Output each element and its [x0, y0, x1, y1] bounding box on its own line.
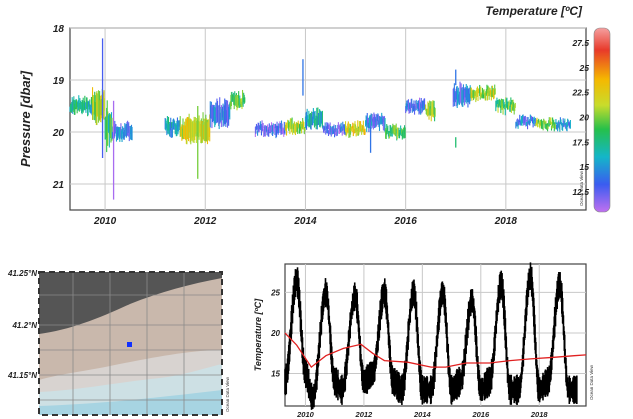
y-tick-label: 20	[270, 329, 280, 338]
temperature-timeseries-chart: 2010 2012 2014 2016 2018 15 20 25 Temperature …	[253, 262, 594, 419]
data-segment	[284, 117, 306, 136]
x-tick-label: 2012	[355, 410, 374, 419]
x-tick-labels: 2010 2012 2014 2016 2018	[296, 410, 548, 419]
data-segment	[425, 100, 436, 122]
data-segment	[365, 112, 386, 133]
y-tick-label: 25	[270, 288, 280, 297]
station-map: 41.25°N 41.2°N 41.15°N Ocean Data View	[7, 269, 230, 416]
y-tick-label: 21	[52, 180, 65, 191]
colorbar-tick-label: 12.5	[572, 187, 589, 197]
y-tick-labels: 18 19 20 21	[52, 24, 65, 191]
data-segment	[344, 120, 366, 138]
y-axis-label: Pressure [dbar]	[18, 70, 33, 167]
data-segment	[470, 84, 496, 103]
map-frame	[38, 271, 223, 416]
y-tick-label: 19	[53, 76, 65, 87]
data-segment	[104, 100, 113, 153]
map-grid	[39, 272, 222, 415]
colorbar-tick-label: 15	[580, 162, 590, 172]
x-tick-label: 2018	[530, 410, 549, 419]
y-tick-label: 15	[271, 370, 280, 379]
data-segment	[555, 117, 571, 132]
data-segment	[452, 81, 471, 108]
plot-frame	[69, 27, 587, 211]
x-tick-label: 2016	[394, 216, 418, 227]
colorbar-tick-label: 22.5	[571, 88, 589, 98]
colorbar-tick-label: 27.5	[571, 38, 589, 48]
data-segment	[112, 120, 133, 142]
deep-water-band	[39, 390, 222, 415]
land	[39, 272, 222, 334]
y-tick-label: 18	[53, 24, 65, 35]
data-segment	[495, 97, 516, 116]
odv-credit: Ocean Data View	[225, 376, 230, 412]
data-segment	[254, 120, 286, 139]
colorbar-tick-label: 17.5	[572, 137, 589, 147]
lat-tick-label: 41.2°N	[11, 321, 37, 330]
pressure-temperature-chart: 2010 2012 2014 2016 2018 18 19 20 21 Pressure […	[18, 4, 611, 227]
x-tick-label: 2018	[494, 216, 518, 227]
series-lines	[284, 262, 587, 410]
x-tick-label: 2014	[413, 410, 432, 419]
trend-line	[284, 332, 587, 369]
data-segment	[179, 112, 211, 145]
data-segment	[209, 97, 231, 130]
bathymetry	[39, 272, 222, 415]
odv-credit: Ocean Data View	[579, 170, 584, 206]
y-tick-label: 20	[52, 128, 65, 139]
x-tick-label: 2012	[193, 216, 217, 227]
data-segment	[405, 97, 426, 115]
x-tick-label: 2016	[471, 410, 490, 419]
colorbar-tick-label: 25	[579, 63, 590, 73]
lat-tick-label: 41.15°N	[7, 371, 37, 380]
mid-depth-band	[39, 276, 222, 380]
station-marker	[127, 342, 132, 347]
colorbar	[593, 27, 611, 213]
data-segment	[164, 116, 181, 138]
colorbar-title: Temperature [ºC]	[485, 4, 583, 18]
lat-tick-label: 41.25°N	[7, 269, 37, 278]
colorbar-tick-labels: 27.5 25 22.5 20 17.5 15 12.5	[571, 38, 589, 197]
data-segment	[322, 121, 346, 138]
data-points	[69, 38, 571, 200]
colorbar-tick-label: 20	[579, 113, 590, 123]
temperature-series	[284, 262, 578, 410]
grid	[70, 27, 586, 210]
data-segment	[229, 89, 246, 111]
odv-credit: Ocean Data View	[589, 364, 594, 400]
x-tick-label: 2010	[296, 410, 315, 419]
data-segment	[385, 123, 406, 141]
data-segment	[69, 95, 93, 117]
data-segment	[535, 117, 556, 132]
x-tick-label: 2010	[93, 216, 117, 227]
y-axis-label: Temperature [ºC]	[253, 298, 263, 371]
x-tick-labels: 2010 2012 2014 2016 2018	[93, 216, 517, 227]
y-tick-labels: 15 20 25	[270, 288, 280, 378]
x-tick-label: 2014	[293, 216, 317, 227]
data-segment	[515, 114, 536, 130]
data-segment	[304, 107, 323, 130]
